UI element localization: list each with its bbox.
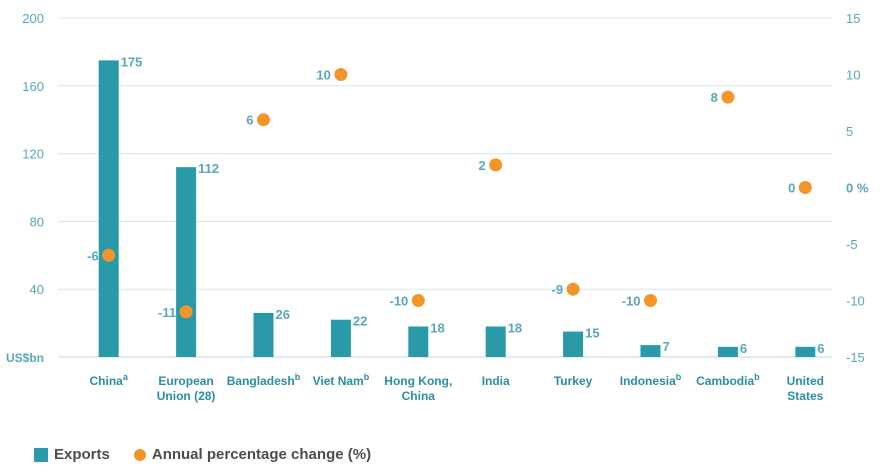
bar-exports: [640, 345, 661, 357]
dot-annual-change: [644, 294, 657, 307]
y-right-tick-label: 15: [846, 11, 860, 26]
bar-exports: [563, 331, 584, 357]
bar-value-label: 26: [276, 307, 290, 322]
y-right-tick-label: 0 %: [846, 181, 869, 196]
x-category-superscript: b: [754, 372, 760, 382]
x-category-label: Chinaa: [90, 372, 129, 388]
dot-annual-change: [411, 294, 425, 307]
x-category-superscript: b: [364, 372, 370, 382]
x-category-superscript: b: [676, 372, 682, 382]
y-left-tick-label: 200: [22, 11, 44, 26]
bar-value-label: 112: [198, 161, 219, 176]
dot-annual-change: [257, 113, 270, 127]
dot-value-label: 10: [316, 68, 330, 83]
dot-value-label: 2: [478, 158, 485, 173]
dot-value-label: 8: [711, 90, 718, 105]
x-category-label: Viet Namb: [313, 372, 370, 388]
bar-value-label: 6: [817, 341, 824, 356]
y-left-tick-label: 160: [22, 79, 44, 94]
bar-exports: [408, 326, 429, 357]
dot-annual-change: [721, 90, 735, 104]
dot-value-label: -6: [87, 248, 99, 263]
bar-value-label: 18: [508, 320, 522, 335]
x-category-label: Hong Kong,: [384, 374, 452, 388]
x-category-label: Turkey: [554, 374, 593, 388]
x-category-label: Bangladeshb: [227, 372, 301, 388]
legend-item-exports: Exports: [34, 446, 110, 463]
y-left-tick-label: 120: [22, 147, 44, 162]
x-category-superscript: a: [123, 372, 129, 382]
x-category-label: Union (28): [157, 389, 216, 403]
y-left-tick-label: 40: [30, 282, 44, 297]
y-left-unit-label: US$bn: [6, 351, 44, 365]
legend-label-exports: Exports: [54, 446, 110, 463]
dot-annual-change: [566, 282, 580, 296]
x-category-superscript: b: [295, 372, 301, 382]
legend-bar-swatch: [34, 447, 48, 462]
bar-exports: [98, 60, 119, 357]
x-category-label: States: [787, 389, 823, 403]
y-right-tick-label: -5: [846, 237, 858, 252]
dot-value-label: 0: [788, 181, 795, 196]
bar-exports: [176, 167, 197, 357]
dot-value-label: -9: [552, 282, 564, 297]
x-category-label: European: [158, 374, 213, 388]
x-category-label: Cambodiab: [696, 372, 760, 388]
bar-exports: [330, 319, 351, 357]
x-category-label: China: [402, 389, 436, 403]
y-left-tick-label: 80: [30, 214, 44, 229]
bar-value-label: 15: [585, 326, 599, 341]
x-category-label: Indonesiab: [620, 372, 682, 388]
bar-value-label: 18: [430, 320, 444, 335]
bar-exports: [717, 346, 738, 357]
legend-label-change: Annual percentage change (%): [151, 446, 372, 463]
y-right-tick-label: 10: [846, 68, 860, 83]
y-right-tick-label: -15: [846, 350, 865, 365]
dot-annual-change: [489, 158, 503, 172]
bar-value-label: 175: [121, 54, 143, 69]
bar-value-label: 7: [663, 339, 670, 354]
y-right-tick-label: -10: [846, 294, 865, 309]
legend-dot-swatch: [133, 448, 146, 461]
x-category-label: United: [787, 374, 824, 388]
y-right-tick-label: 5: [846, 124, 853, 139]
dot-value-label: -11: [158, 305, 176, 320]
bar-value-label: 6: [740, 341, 747, 356]
bar-exports: [253, 312, 274, 357]
dot-annual-change: [179, 305, 193, 319]
dot-annual-change: [798, 181, 812, 194]
bar-exports: [795, 346, 816, 357]
dot-value-label: -10: [390, 294, 409, 309]
legend-item-change: Annual percentage change (%): [133, 446, 372, 463]
x-category-label: India: [482, 374, 510, 388]
dot-value-label: -10: [622, 294, 641, 309]
bar-exports: [485, 326, 506, 357]
dot-annual-change: [102, 248, 116, 262]
legend: Exports Annual percentage change (%): [34, 446, 371, 463]
dot-value-label: 6: [246, 113, 253, 128]
bar-value-label: 22: [353, 314, 367, 329]
dot-annual-change: [334, 68, 348, 81]
